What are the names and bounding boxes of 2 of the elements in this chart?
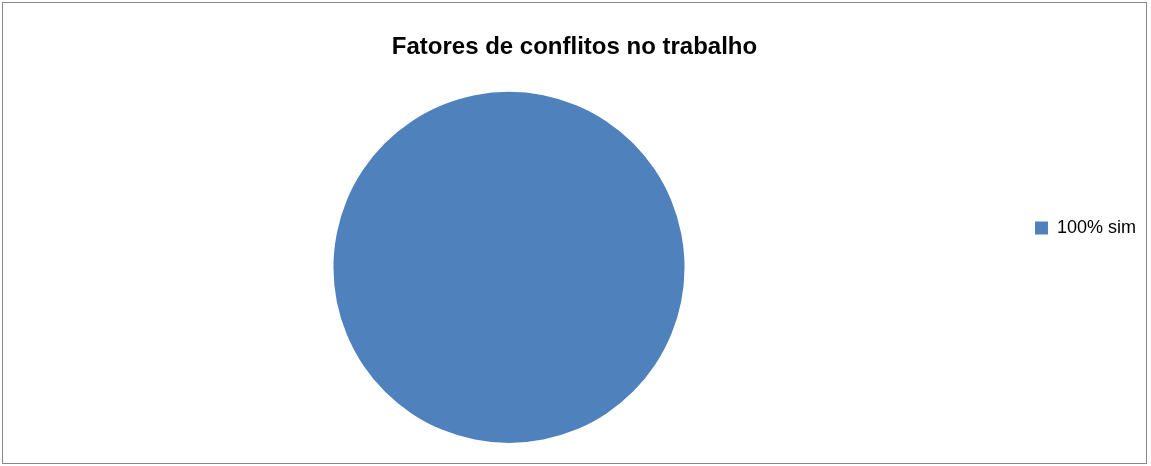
chart-title: Fatores de conflitos no trabalho — [391, 32, 758, 60]
legend-label: 100% sim — [1056, 216, 1136, 237]
